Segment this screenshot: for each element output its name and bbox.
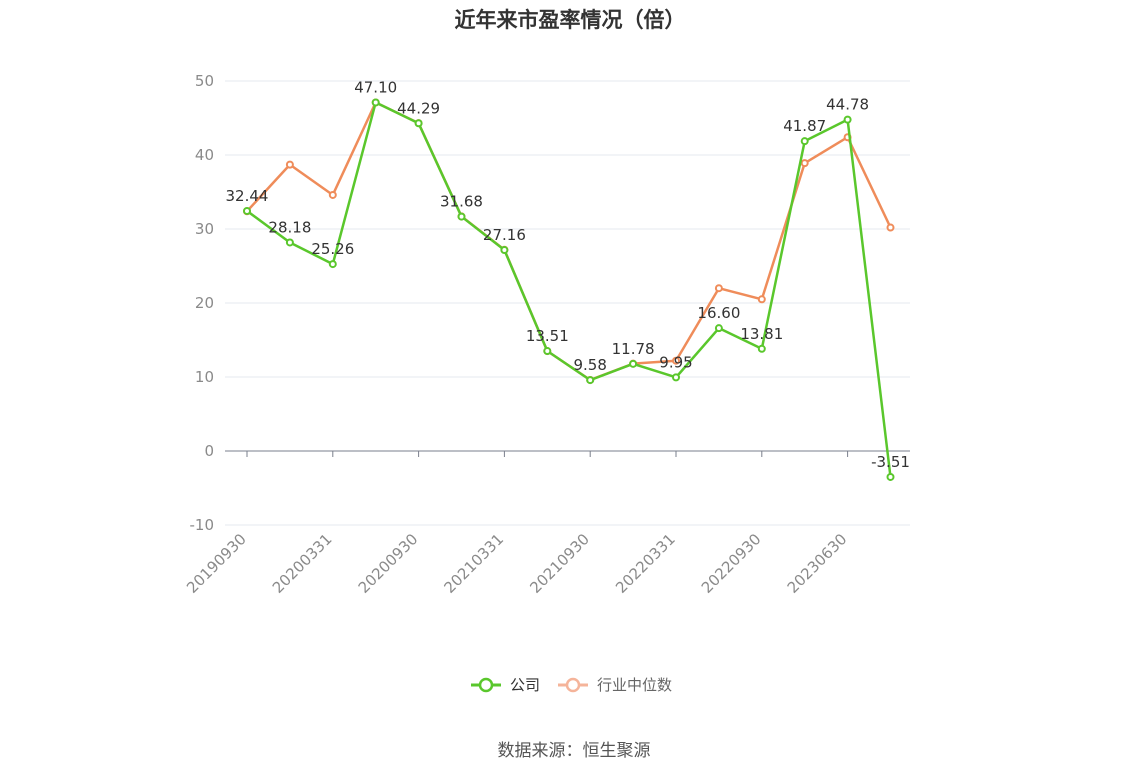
legend-item-company[interactable]: 公司 xyxy=(471,676,540,694)
x-axis: 20190930 20200331 20200930 20210331 20210930… xyxy=(183,450,910,597)
company-series-point xyxy=(843,115,852,124)
y-tick-label: 30 xyxy=(195,220,214,238)
x-tick-label: 20230630 xyxy=(784,530,851,597)
y-tick-label: 10 xyxy=(195,368,214,386)
company-series-point xyxy=(886,472,895,481)
y-tick-label: 50 xyxy=(195,72,214,90)
data-label: 47.10 xyxy=(354,78,397,96)
data-label: -3.51 xyxy=(871,453,910,471)
data-label: 16.60 xyxy=(697,304,740,322)
company-series-point xyxy=(800,137,809,146)
y-tick-label: 0 xyxy=(204,442,214,460)
legend: 公司 行业中位数 xyxy=(471,676,672,694)
y-tick-label: -10 xyxy=(190,516,215,534)
company-series-point xyxy=(328,260,337,269)
industry-series-point xyxy=(714,284,723,293)
data-label: 9.58 xyxy=(573,356,606,374)
company-series-point xyxy=(672,373,680,382)
x-tick-label: 20190930 xyxy=(183,530,250,597)
company-series-point xyxy=(757,344,766,353)
data-label: 31.68 xyxy=(440,193,483,211)
company-series-line xyxy=(246,101,892,478)
x-tick-label: 20210930 xyxy=(526,530,593,597)
grid-lines xyxy=(225,80,910,526)
legend-industry-marker xyxy=(565,677,581,693)
company-series-point xyxy=(500,246,509,255)
data-label: 13.51 xyxy=(526,327,569,345)
legend-company-label: 公司 xyxy=(510,676,540,694)
data-label: 27.16 xyxy=(483,226,526,244)
company-series-point xyxy=(543,347,552,356)
company-series-point xyxy=(586,376,595,385)
data-label: 9.95 xyxy=(659,353,692,371)
company-series-point xyxy=(414,119,423,128)
data-source-note: 数据来源：恒生聚源 xyxy=(497,741,651,761)
y-axis: -10 0 10 20 30 40 50 xyxy=(190,72,215,534)
industry-series-point xyxy=(285,160,294,169)
y-tick-label: 40 xyxy=(195,146,214,164)
industry-series-point xyxy=(672,356,680,365)
x-tick-label: 20210331 xyxy=(441,530,508,597)
chart-title: 近年来市盈率情况（倍） xyxy=(454,8,686,32)
legend-item-industry[interactable]: 行业中位数 xyxy=(558,676,672,694)
x-tick-label: 20220331 xyxy=(612,530,679,597)
industry-series-point xyxy=(800,159,809,168)
data-label: 13.81 xyxy=(740,325,783,343)
company-series-point xyxy=(371,98,380,107)
industry-series-point xyxy=(757,295,766,304)
industry-series-point xyxy=(328,190,337,199)
company-series-point xyxy=(714,324,723,333)
company-series-point xyxy=(629,359,638,368)
company-series-point xyxy=(243,206,251,215)
company-series-point xyxy=(285,238,294,247)
data-label: 41.87 xyxy=(783,117,826,135)
data-label: 28.18 xyxy=(268,218,311,236)
y-tick-label: 20 xyxy=(195,294,214,312)
data-label: 11.78 xyxy=(612,340,655,358)
data-label: 44.78 xyxy=(826,96,869,114)
data-label: 44.29 xyxy=(397,99,440,117)
x-tick-label: 20220930 xyxy=(698,530,765,597)
industry-series-point xyxy=(886,223,895,232)
legend-industry-label: 行业中位数 xyxy=(597,676,672,694)
company-series-point xyxy=(457,212,466,221)
data-label: 32.44 xyxy=(226,187,269,205)
company-series xyxy=(243,98,895,481)
x-tick-label: 20200331 xyxy=(269,530,336,597)
data-label: 25.26 xyxy=(311,240,354,258)
legend-company-marker xyxy=(478,677,494,693)
x-tick-label: 20200930 xyxy=(355,530,422,597)
